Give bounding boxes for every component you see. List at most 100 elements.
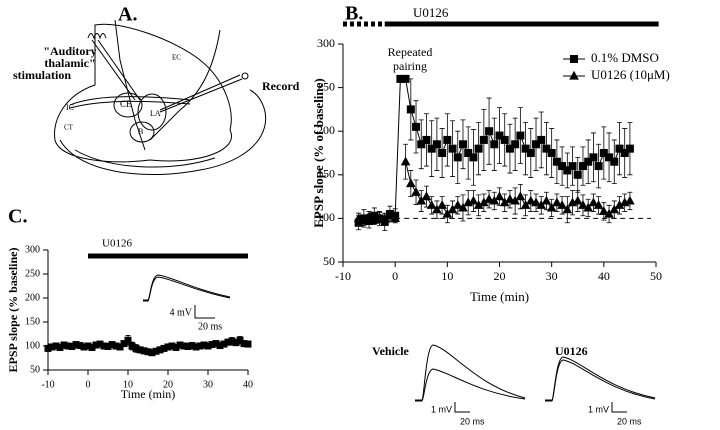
marker bbox=[364, 211, 374, 221]
trace bbox=[143, 274, 231, 301]
trace bbox=[545, 359, 656, 402]
marker bbox=[546, 202, 557, 212]
marker bbox=[589, 153, 598, 162]
outline bbox=[149, 29, 221, 141]
marker bbox=[204, 342, 212, 350]
marker bbox=[505, 144, 514, 153]
trace bbox=[143, 276, 231, 302]
marker bbox=[562, 204, 573, 214]
marker bbox=[442, 208, 453, 218]
marker bbox=[443, 135, 452, 144]
marker bbox=[511, 140, 520, 149]
drug-label: U0126 bbox=[413, 5, 449, 20]
marker bbox=[422, 135, 431, 144]
marker bbox=[180, 342, 188, 350]
electrode-tip bbox=[241, 72, 249, 80]
marker bbox=[124, 336, 132, 344]
marker bbox=[148, 349, 156, 357]
marker bbox=[547, 149, 556, 157]
marker bbox=[458, 202, 468, 212]
marker bbox=[132, 344, 140, 352]
nucleus bbox=[137, 93, 167, 131]
region-label: IC bbox=[66, 103, 74, 112]
marker bbox=[542, 144, 551, 153]
marker bbox=[176, 341, 184, 349]
y-tick-label: 150 bbox=[25, 316, 40, 327]
marker bbox=[588, 197, 599, 207]
marker bbox=[578, 162, 587, 171]
y-tick-label: 250 bbox=[25, 268, 40, 279]
marker bbox=[568, 162, 577, 171]
marker bbox=[60, 341, 68, 349]
marker bbox=[224, 338, 232, 346]
marker bbox=[228, 337, 236, 345]
marker bbox=[499, 197, 510, 207]
legend-marker bbox=[570, 55, 578, 63]
marker bbox=[552, 157, 561, 166]
marker bbox=[48, 343, 56, 351]
marker bbox=[112, 342, 120, 350]
marker bbox=[469, 153, 478, 162]
marker bbox=[432, 140, 441, 149]
x-tick-label: 50 bbox=[650, 269, 662, 283]
marker bbox=[426, 200, 437, 209]
marker bbox=[599, 206, 609, 216]
marker bbox=[500, 135, 509, 144]
x-tick-label: 0 bbox=[86, 379, 91, 390]
marker bbox=[140, 347, 148, 355]
marker bbox=[558, 162, 567, 171]
marker bbox=[521, 144, 530, 153]
marker bbox=[184, 342, 192, 350]
marker bbox=[92, 341, 100, 349]
trace bbox=[415, 344, 526, 401]
marker bbox=[136, 346, 144, 354]
marker bbox=[152, 347, 160, 355]
x-tick-label: 0 bbox=[392, 269, 398, 283]
marker bbox=[196, 342, 204, 350]
x-tick-label: 40 bbox=[243, 379, 253, 390]
x-tick-label: 20 bbox=[163, 379, 173, 390]
marker bbox=[88, 343, 96, 351]
marker bbox=[452, 200, 463, 209]
marker bbox=[168, 342, 176, 350]
marker bbox=[516, 131, 525, 140]
y-tick-label: 300 bbox=[25, 244, 40, 255]
marker bbox=[240, 340, 248, 348]
y-tick-label: 50 bbox=[323, 254, 335, 268]
outline bbox=[59, 89, 267, 176]
marker bbox=[56, 343, 64, 351]
marker bbox=[479, 135, 488, 144]
scale-label: 20 ms bbox=[460, 416, 485, 426]
legend-label: 0.1% DMSO bbox=[591, 50, 659, 65]
drug-label: U0126 bbox=[102, 238, 132, 250]
nucleus bbox=[129, 121, 155, 143]
legend-marker bbox=[569, 70, 579, 80]
x-tick-label: 10 bbox=[123, 379, 133, 390]
marker bbox=[620, 149, 629, 157]
marker bbox=[411, 187, 421, 196]
marker bbox=[120, 340, 128, 348]
marker bbox=[468, 195, 479, 205]
marker bbox=[437, 200, 447, 209]
brain-diagram: A. "Auditory thalamic" stimulation Recor… bbox=[13, 4, 300, 176]
marker bbox=[563, 166, 572, 175]
marker bbox=[505, 194, 515, 203]
marker bbox=[479, 197, 489, 207]
marker bbox=[64, 342, 72, 350]
marker bbox=[531, 197, 541, 207]
panel-label: C. bbox=[8, 206, 27, 228]
marker bbox=[526, 195, 536, 205]
marker bbox=[369, 214, 380, 224]
y-tick-label: 150 bbox=[317, 167, 335, 181]
trace-label: Vehicle bbox=[372, 344, 410, 358]
x-tick-label: 10 bbox=[441, 269, 453, 283]
y-tick-label: 250 bbox=[317, 79, 335, 93]
x-tick-label: -10 bbox=[335, 269, 351, 283]
marker bbox=[412, 122, 421, 131]
marker bbox=[536, 200, 547, 209]
marker bbox=[609, 204, 620, 214]
marker bbox=[172, 343, 180, 351]
marker bbox=[583, 202, 593, 212]
marker bbox=[515, 191, 526, 201]
